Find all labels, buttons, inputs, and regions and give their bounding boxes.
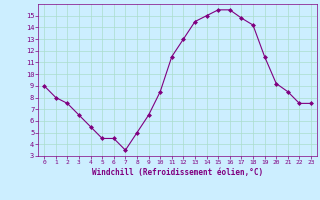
X-axis label: Windchill (Refroidissement éolien,°C): Windchill (Refroidissement éolien,°C) [92,168,263,177]
